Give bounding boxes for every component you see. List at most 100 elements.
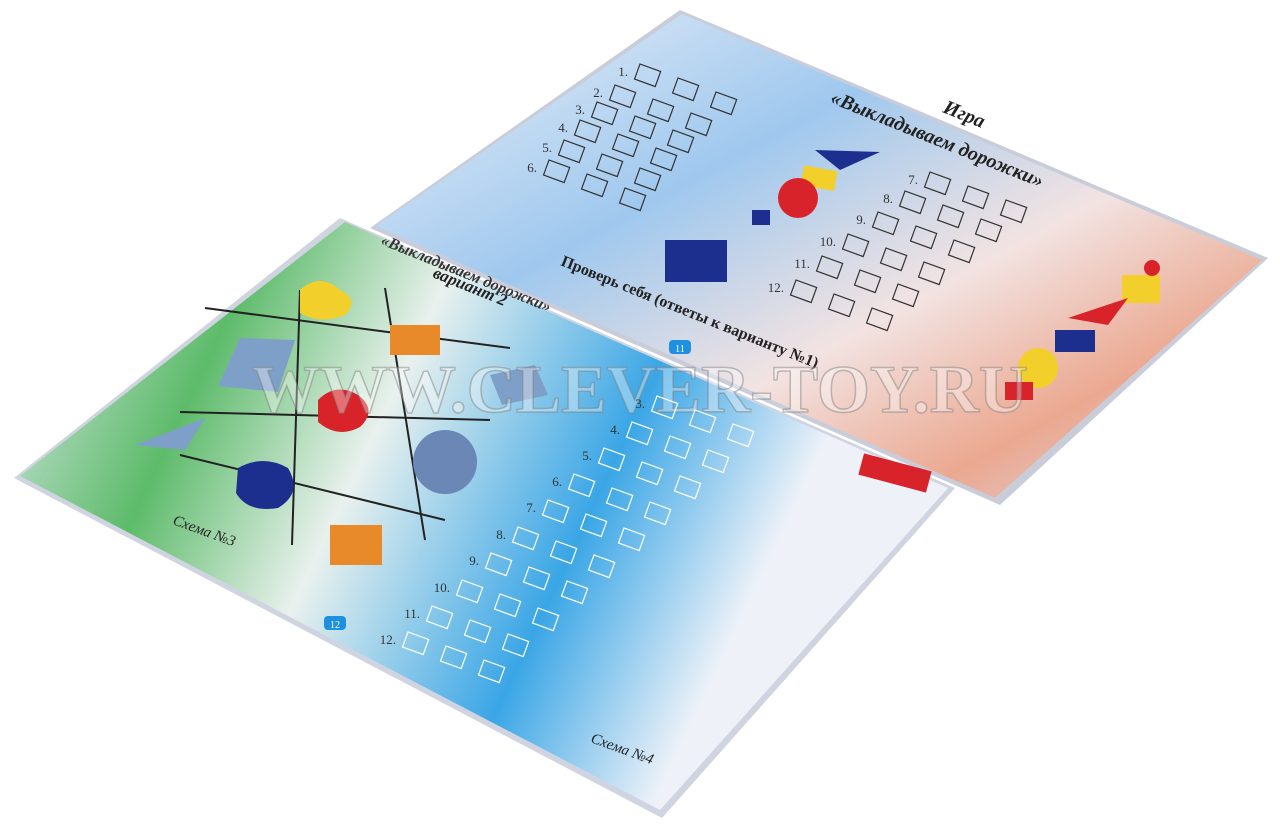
cell: [909, 225, 938, 250]
cell: [684, 112, 713, 137]
cell: [484, 552, 513, 577]
row-number: 8.: [496, 527, 506, 542]
cell: [853, 269, 882, 294]
shape: [330, 525, 382, 565]
cell: [709, 91, 738, 116]
cell: [522, 566, 551, 591]
page-badge: [669, 340, 691, 354]
row-number: 5.: [542, 140, 552, 155]
cell: [595, 153, 624, 178]
row-number: 10.: [820, 234, 836, 249]
cell: [633, 63, 662, 88]
shape: [236, 461, 294, 509]
cell: [701, 449, 730, 474]
row-number: 9.: [469, 553, 479, 568]
page-number: 12: [330, 620, 340, 631]
cell: [597, 447, 626, 472]
cell: [633, 167, 662, 192]
row-number: 5.: [582, 448, 592, 463]
cell: [501, 633, 530, 658]
shape: [1144, 260, 1160, 276]
cell: [999, 199, 1028, 224]
shape: [1018, 348, 1058, 388]
shape: [1055, 330, 1095, 352]
cell: [673, 475, 702, 500]
shape: [665, 240, 727, 282]
cell: [493, 593, 522, 618]
cell: [815, 255, 844, 280]
cell: [947, 239, 976, 264]
shape: [300, 281, 352, 320]
cell: [611, 133, 640, 158]
cell: [671, 77, 700, 102]
cell: [841, 233, 870, 258]
cell: [666, 129, 695, 154]
cell: [625, 421, 654, 446]
cell: [477, 659, 506, 684]
cell: [649, 147, 678, 172]
cell: [663, 435, 692, 460]
shape: [390, 325, 440, 355]
shape: [413, 430, 477, 494]
cell: [463, 619, 492, 644]
cell: [587, 554, 616, 579]
cell: [425, 605, 454, 630]
row-number: 12.: [768, 280, 784, 295]
cell: [827, 293, 856, 318]
row-number: 4.: [610, 422, 620, 437]
row-number: 6.: [527, 160, 537, 175]
cell: [608, 84, 637, 109]
cell: [898, 190, 927, 215]
cell: [511, 526, 540, 551]
row-number: 12.: [380, 632, 396, 647]
rows: 1. 2. 3. 4. 5. 6. 7. 8. 9. 10. 11. 12. 3. 4. 5. 6. 7. 8. 9…: [380, 63, 1028, 684]
cell: [635, 461, 664, 486]
shape: [318, 389, 369, 432]
row-number: 1.: [618, 64, 628, 79]
cell: [974, 218, 1003, 243]
cell: [590, 101, 619, 126]
cell: [542, 159, 571, 184]
cell: [923, 171, 952, 196]
row-number: 7.: [526, 500, 536, 515]
watermark: WWW.CLEVER-TOY.RU: [252, 351, 1028, 427]
cell: [579, 513, 608, 538]
cell: [455, 579, 484, 604]
cell: [865, 307, 894, 332]
row-number: 2.: [593, 85, 603, 100]
row-number: 11.: [404, 606, 420, 621]
cell: [580, 173, 609, 198]
cell: [557, 139, 586, 164]
shape: [752, 210, 770, 225]
shape: [815, 150, 880, 170]
cell: [789, 279, 818, 304]
cell: [618, 187, 647, 212]
page-number: 11: [675, 344, 685, 355]
cell: [617, 527, 646, 552]
shape: [135, 418, 205, 450]
row-number: 3.: [635, 396, 645, 411]
cell: [605, 487, 634, 512]
cell: [531, 607, 560, 632]
cell: [401, 631, 430, 656]
row-number: 7.: [908, 172, 918, 187]
cell: [871, 211, 900, 236]
cell: [891, 283, 920, 308]
cell: [549, 540, 578, 565]
shape: [1122, 275, 1160, 303]
cell: [688, 409, 717, 434]
shape: [218, 338, 295, 392]
row-number: 4.: [558, 120, 568, 135]
cell: [439, 645, 468, 670]
shape: [490, 365, 548, 405]
cell: [628, 115, 657, 140]
cell: [560, 580, 589, 605]
row-number: 10.: [434, 580, 450, 595]
cell: [573, 119, 602, 144]
cell: [643, 501, 672, 526]
row-number: 9.: [856, 212, 866, 227]
shape: [858, 453, 932, 493]
row-number: 8.: [883, 191, 893, 206]
cell: [541, 499, 570, 524]
